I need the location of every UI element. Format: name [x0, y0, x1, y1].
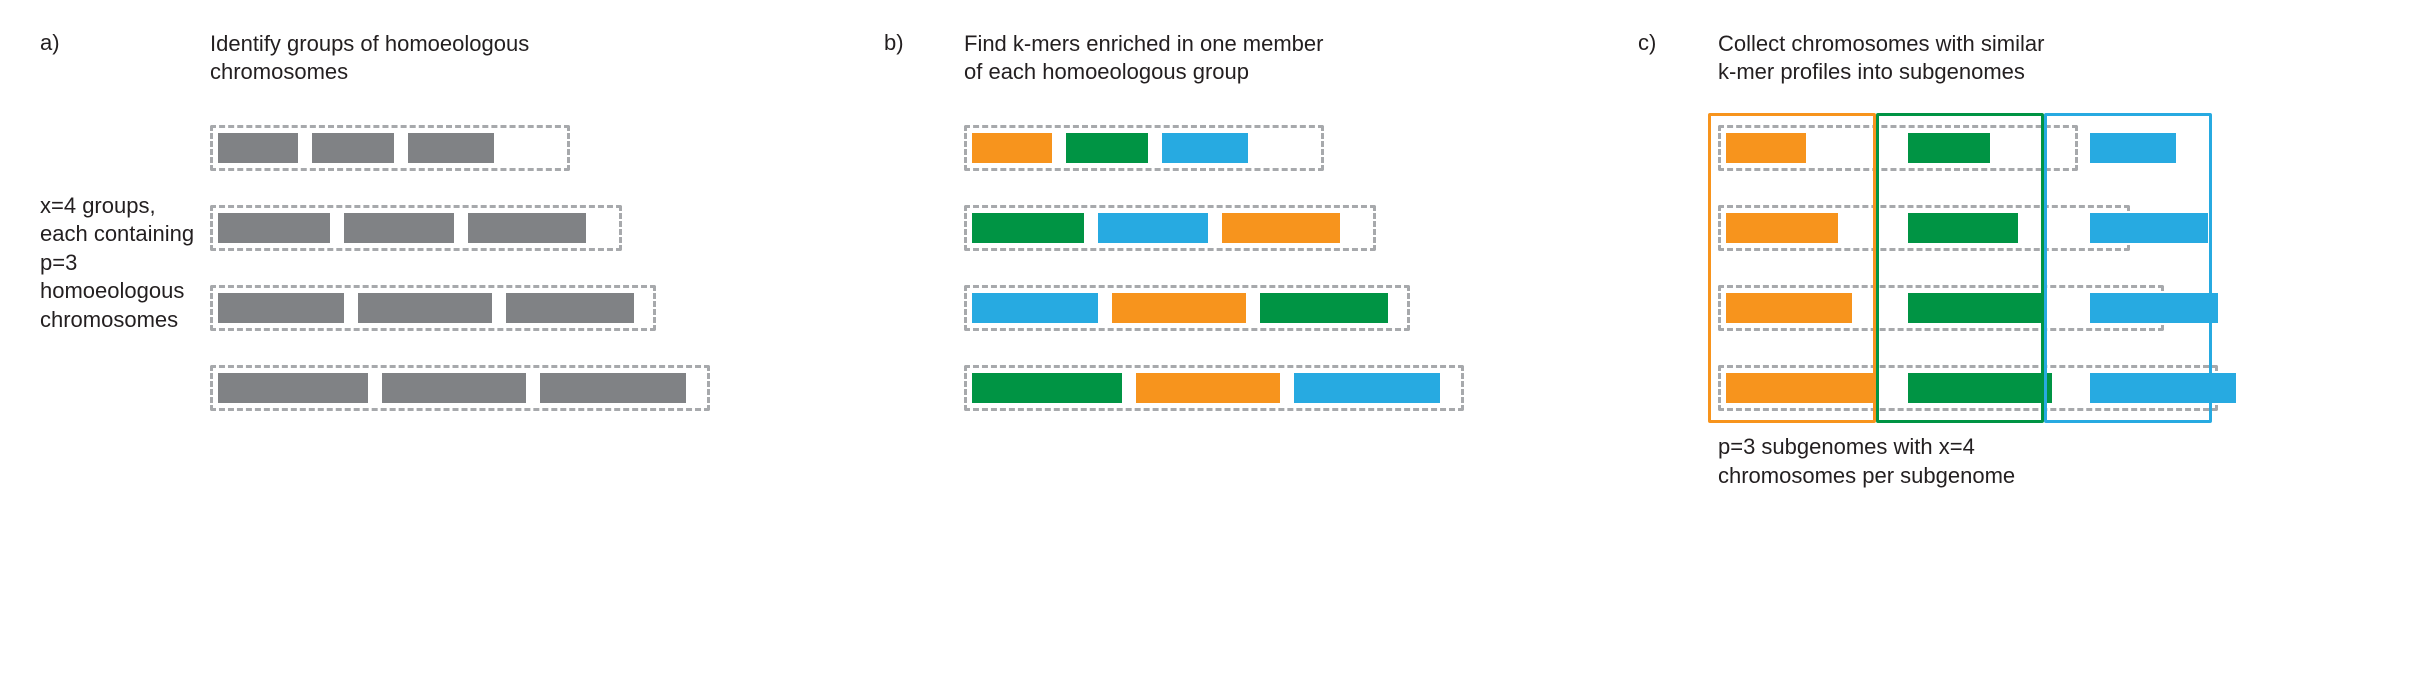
chromosome-bar — [1136, 373, 1280, 403]
group-row — [964, 125, 1638, 171]
panel-a-body — [210, 95, 884, 411]
chromosome-bar — [358, 293, 492, 323]
group-stack — [210, 125, 884, 411]
chromosome-bar — [1222, 213, 1340, 243]
subgenome-cell — [1726, 373, 1894, 403]
group-row — [964, 285, 1638, 331]
subgenome-cell — [1908, 133, 2076, 163]
subgenome-cell — [1908, 213, 2076, 243]
chromosome-bar — [344, 213, 454, 243]
group-row — [210, 285, 884, 331]
chromosome-bar — [1294, 373, 1440, 403]
chromosome-bar — [2090, 133, 2176, 163]
figure: a) Identify groups of homoeologous chrom… — [40, 30, 2392, 490]
chromosome-bar — [1260, 293, 1388, 323]
chromosome-bar — [218, 213, 330, 243]
chromosome-bar — [1098, 213, 1208, 243]
subgenome-cell — [2090, 133, 2258, 163]
group-row — [1718, 365, 2392, 411]
group-row — [964, 205, 1638, 251]
group-row — [1718, 125, 2392, 171]
chromosome-row — [972, 133, 1248, 163]
chromosome-bar — [218, 293, 344, 323]
chromosome-bar — [1112, 293, 1246, 323]
panel-b-title: Find k-mers enriched in one member of ea… — [964, 30, 1638, 95]
subgenome-cell — [1726, 213, 1894, 243]
chromosome-bar — [540, 373, 686, 403]
chromosome-bar — [972, 133, 1052, 163]
chromosome-row — [218, 373, 686, 403]
chromosome-bar — [2090, 213, 2208, 243]
subgenome-cell — [2090, 293, 2258, 323]
chromosome-bar — [972, 293, 1098, 323]
panel-c-title: Collect chromosomes with similar k-mer p… — [1718, 30, 2392, 95]
chromosome-row — [218, 133, 494, 163]
chromosome-bar — [408, 133, 494, 163]
chromosome-bar — [972, 213, 1084, 243]
chromosome-bar — [2090, 293, 2218, 323]
side-label-wrap: x=4 groups, each containing p=3 homoeolo… — [40, 95, 210, 411]
panel-c-label: c) — [1638, 30, 1718, 95]
chromosome-row — [972, 293, 1388, 323]
chromosome-row — [218, 213, 586, 243]
chromosome-bar — [218, 373, 368, 403]
group-stack — [1718, 125, 2392, 411]
chromosome-bar — [1726, 133, 1806, 163]
chromosome-bar — [1162, 133, 1248, 163]
subgenome-cell — [1726, 133, 1894, 163]
chromosome-row — [1726, 373, 2258, 403]
chromosome-row — [972, 373, 1440, 403]
chromosome-row — [1726, 293, 2258, 323]
chromosome-bar — [1908, 213, 2018, 243]
chromosome-bar — [2090, 373, 2236, 403]
panel-b-label: b) — [884, 30, 964, 95]
chromosome-bar — [1726, 293, 1852, 323]
chromosome-bar — [1726, 213, 1838, 243]
group-row — [210, 365, 884, 411]
panel-c-bottom-caption: p=3 subgenomes with x=4 chromosomes per … — [1718, 411, 2392, 490]
chromosome-bar — [382, 373, 526, 403]
subgenome-cell — [2090, 213, 2258, 243]
chromosome-bar — [1066, 133, 1148, 163]
panel-a-title: Identify groups of homoeologous chromoso… — [210, 30, 884, 95]
subgenome-cell — [1726, 293, 1894, 323]
subgenome-cell — [2090, 373, 2258, 403]
chromosome-row — [972, 213, 1340, 243]
chromosome-bar — [1726, 373, 1876, 403]
chromosome-bar — [218, 133, 298, 163]
subgenome-cell — [1908, 373, 2076, 403]
group-row — [964, 365, 1638, 411]
group-row — [1718, 285, 2392, 331]
chromosome-bar — [468, 213, 586, 243]
subgenome-cell — [1908, 293, 2076, 323]
chromosome-bar — [972, 373, 1122, 403]
chromosome-row — [1726, 133, 2258, 163]
chromosome-row — [1726, 213, 2258, 243]
group-row — [210, 125, 884, 171]
chromosome-bar — [506, 293, 634, 323]
group-stack — [964, 125, 1638, 411]
group-row — [210, 205, 884, 251]
chromosome-bar — [1908, 373, 2052, 403]
chromosome-bar — [312, 133, 394, 163]
chromosome-row — [218, 293, 634, 323]
chromosome-bar — [1908, 293, 2042, 323]
panel-b-body — [964, 95, 1638, 411]
panel-c-body — [1718, 95, 2392, 411]
panel-a-label: a) — [40, 30, 210, 95]
chromosome-bar — [1908, 133, 1990, 163]
panel-a-side-label: x=4 groups, each containing p=3 homoeolo… — [40, 192, 200, 335]
group-row — [1718, 205, 2392, 251]
